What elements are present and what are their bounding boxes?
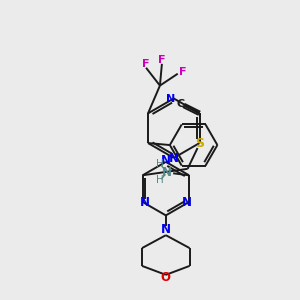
Text: N: N <box>166 94 176 104</box>
Text: F: F <box>142 59 150 69</box>
Text: N: N <box>161 223 171 236</box>
Text: O: O <box>161 271 171 284</box>
Text: N: N <box>169 152 179 165</box>
Text: F: F <box>158 55 166 65</box>
Text: N: N <box>162 166 172 179</box>
Text: F: F <box>179 67 187 77</box>
Text: N: N <box>140 196 150 208</box>
Text: N: N <box>182 196 192 208</box>
Text: C: C <box>177 99 185 110</box>
Text: H: H <box>156 159 164 170</box>
Text: N: N <box>161 154 171 167</box>
Text: S: S <box>195 136 204 150</box>
Text: H: H <box>156 175 164 185</box>
